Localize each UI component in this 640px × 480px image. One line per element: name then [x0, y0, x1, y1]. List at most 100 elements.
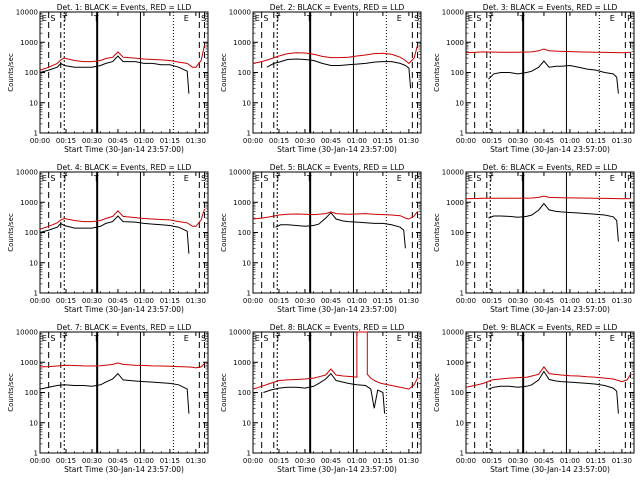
y-tick-label: 1 [247, 130, 251, 138]
y-tick-label: 10000 [16, 169, 38, 177]
x-tick-label: 01:00 [134, 457, 154, 465]
x-tick-label: 01:00 [560, 297, 580, 305]
marker-letter: E [610, 174, 615, 183]
x-tick-label: 01:00 [347, 137, 367, 145]
y-tick-label: 100 [238, 69, 251, 77]
x-tick-label: 00:30 [508, 137, 528, 145]
panel-title: Det. 4: BLACK = Events, RED = LLD [57, 163, 192, 172]
x-tick-label: 01:30 [612, 297, 632, 305]
x-tick-label: 00:15 [269, 457, 289, 465]
x-tick-label: 01:15 [586, 137, 606, 145]
plot-frame [252, 11, 422, 134]
y-tick-label: 100 [451, 389, 464, 397]
series-lld-line [39, 45, 205, 71]
series-lld-line [252, 211, 418, 220]
y-tick-label: 10 [29, 259, 38, 267]
y-tick-label: 10 [29, 99, 38, 107]
series-events-line [39, 372, 190, 414]
series-lld-line [465, 48, 631, 54]
marker-letter: E [468, 334, 473, 343]
series-events-line [39, 215, 190, 254]
marker-letter: T [62, 334, 68, 343]
marker-letter: T [488, 334, 494, 343]
panel-title: Det. 5: BLACK = Events, RED = LLD [270, 163, 405, 172]
x-axis-label: Start Time (30-Jan-14 23:57:00) [277, 145, 397, 154]
x-tick-label: 00:30 [82, 137, 102, 145]
marker-letter: S [414, 14, 419, 23]
marker-letter: S [476, 174, 481, 183]
marker-letter: P [414, 174, 419, 183]
y-tick-label: 10 [455, 259, 464, 267]
marker-letter: P [627, 174, 632, 183]
panel-title: Det. 6: BLACK = Events, RED = LLD [483, 163, 618, 172]
x-tick-label: 00:45 [534, 137, 554, 145]
x-tick-label: 01:15 [373, 137, 393, 145]
x-tick-label: 01:15 [586, 297, 606, 305]
x-tick-label: 00:30 [295, 137, 315, 145]
y-tick-label: 1000 [233, 359, 251, 367]
marker-letter: S [50, 174, 55, 183]
y-tick-label: 1 [34, 290, 38, 298]
plot-frame [252, 171, 422, 294]
x-tick-label: 01:00 [347, 297, 367, 305]
marker-letter: T [62, 14, 68, 23]
x-axis-label: Start Time (30-Jan-14 23:57:00) [64, 145, 184, 154]
x-tick-label: 00:30 [295, 457, 315, 465]
y-tick-label: 10000 [442, 169, 464, 177]
x-axis-label: Start Time (30-Jan-14 23:57:00) [490, 305, 610, 314]
y-tick-label: 1 [460, 450, 464, 458]
y-tick-label: 1 [460, 290, 464, 298]
marker-letter: T [519, 14, 525, 23]
x-tick-label: 00:45 [534, 297, 554, 305]
marker-letter: E [610, 14, 615, 23]
marker-letter: T [275, 334, 281, 343]
plot-frame [465, 171, 635, 294]
series-lld-line [252, 45, 418, 65]
x-tick-label: 00:15 [269, 297, 289, 305]
y-tick-label: 10 [455, 419, 464, 427]
x-tick-label: 01:30 [399, 297, 419, 305]
y-tick-label: 100 [451, 229, 464, 237]
marker-letter: T [275, 14, 281, 23]
marker-letter: T [306, 174, 312, 183]
x-tick-label: 00:45 [108, 457, 128, 465]
plot-frame [252, 331, 422, 454]
marker-letter: E [42, 334, 47, 343]
x-tick-label: 00:15 [56, 457, 76, 465]
marker-letter: S [263, 334, 268, 343]
plot-frame [465, 331, 635, 454]
x-tick-label: 01:15 [373, 297, 393, 305]
x-tick-label: 01:15 [586, 457, 606, 465]
y-tick-label: 100 [25, 69, 38, 77]
x-tick-label: 00:00 [456, 297, 476, 305]
x-axis-label: Start Time (30-Jan-14 23:57:00) [490, 145, 610, 154]
x-tick-label: 01:00 [347, 457, 367, 465]
x-tick-label: 00:15 [482, 297, 502, 305]
series-lld-line [39, 208, 205, 230]
x-tick-label: 00:00 [243, 137, 263, 145]
y-tick-label: 1000 [446, 199, 464, 207]
marker-letter: S [476, 14, 481, 23]
series-events-line [488, 370, 619, 414]
y-tick-label: 10 [242, 259, 251, 267]
marker-letter: E [184, 334, 189, 343]
y-tick-label: 10000 [229, 169, 251, 177]
marker-letter: T [93, 174, 99, 183]
panel-det-7: Det. 7: BLACK = Events, RED = LLD 1 10 100 1… [7, 323, 209, 474]
marker-letter: T [275, 174, 281, 183]
marker-letter: S [50, 14, 55, 23]
x-tick-label: 00:30 [508, 457, 528, 465]
x-tick-label: 01:00 [560, 457, 580, 465]
x-tick-label: 00:00 [456, 137, 476, 145]
y-tick-label: 100 [25, 389, 38, 397]
y-axis-label: Counts/sec [433, 213, 441, 252]
x-tick-label: 00:15 [56, 297, 76, 305]
x-tick-label: 01:30 [612, 457, 632, 465]
y-tick-label: 1 [460, 130, 464, 138]
marker-letter: T [519, 174, 525, 183]
x-tick-label: 01:30 [612, 137, 632, 145]
plot-frame [39, 171, 209, 294]
y-tick-label: 10 [29, 419, 38, 427]
panel-title: Det. 3: BLACK = Events, RED = LLD [483, 3, 618, 12]
